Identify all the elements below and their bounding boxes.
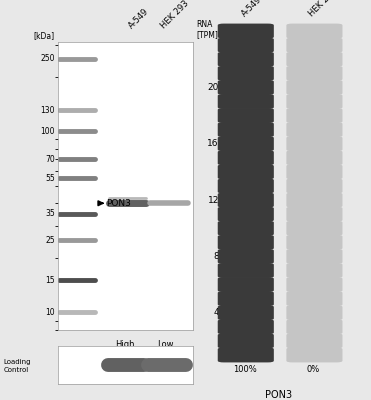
- FancyBboxPatch shape: [218, 108, 274, 123]
- Text: 250: 250: [40, 54, 55, 64]
- Text: 12: 12: [207, 196, 219, 204]
- Text: Loading
Control: Loading Control: [4, 359, 31, 373]
- FancyBboxPatch shape: [286, 94, 342, 109]
- FancyBboxPatch shape: [286, 207, 342, 222]
- Text: PON3: PON3: [106, 199, 131, 208]
- FancyBboxPatch shape: [218, 207, 274, 222]
- FancyBboxPatch shape: [218, 249, 274, 264]
- FancyBboxPatch shape: [218, 348, 274, 362]
- FancyBboxPatch shape: [218, 80, 274, 95]
- FancyBboxPatch shape: [286, 334, 342, 348]
- FancyBboxPatch shape: [286, 136, 342, 151]
- FancyBboxPatch shape: [218, 221, 274, 236]
- Text: 130: 130: [40, 106, 55, 115]
- Text: 4: 4: [213, 308, 219, 317]
- Text: PON3: PON3: [265, 390, 293, 400]
- FancyBboxPatch shape: [218, 235, 274, 250]
- FancyBboxPatch shape: [218, 24, 274, 38]
- FancyBboxPatch shape: [286, 192, 342, 208]
- FancyBboxPatch shape: [218, 136, 274, 151]
- FancyBboxPatch shape: [218, 94, 274, 109]
- FancyBboxPatch shape: [286, 164, 342, 179]
- FancyBboxPatch shape: [286, 66, 342, 81]
- Text: 70: 70: [45, 155, 55, 164]
- Text: 15: 15: [45, 276, 55, 285]
- FancyBboxPatch shape: [218, 192, 274, 208]
- FancyBboxPatch shape: [286, 38, 342, 52]
- FancyBboxPatch shape: [286, 319, 342, 334]
- FancyBboxPatch shape: [286, 305, 342, 320]
- Text: 55: 55: [45, 174, 55, 183]
- FancyBboxPatch shape: [218, 52, 274, 67]
- FancyBboxPatch shape: [286, 24, 342, 38]
- Text: 35: 35: [45, 209, 55, 218]
- Text: 0%: 0%: [307, 365, 320, 374]
- FancyBboxPatch shape: [286, 122, 342, 137]
- FancyBboxPatch shape: [218, 319, 274, 334]
- FancyBboxPatch shape: [218, 66, 274, 81]
- FancyBboxPatch shape: [286, 291, 342, 306]
- Text: High: High: [115, 340, 135, 349]
- Text: RNA
[TPM]: RNA [TPM]: [196, 20, 218, 39]
- FancyBboxPatch shape: [286, 178, 342, 194]
- FancyBboxPatch shape: [286, 277, 342, 292]
- FancyBboxPatch shape: [218, 305, 274, 320]
- FancyBboxPatch shape: [286, 221, 342, 236]
- Text: 10: 10: [45, 308, 55, 317]
- FancyBboxPatch shape: [286, 108, 342, 123]
- FancyBboxPatch shape: [286, 348, 342, 362]
- Text: 20: 20: [207, 83, 219, 92]
- Text: 100: 100: [40, 126, 55, 136]
- Text: Low: Low: [158, 340, 174, 349]
- Text: HEK 293: HEK 293: [159, 0, 191, 30]
- Text: [kDa]: [kDa]: [34, 32, 55, 40]
- FancyBboxPatch shape: [218, 38, 274, 52]
- FancyBboxPatch shape: [286, 249, 342, 264]
- FancyBboxPatch shape: [218, 150, 274, 165]
- FancyBboxPatch shape: [286, 80, 342, 95]
- FancyBboxPatch shape: [218, 334, 274, 348]
- FancyBboxPatch shape: [218, 277, 274, 292]
- Text: A-549: A-549: [240, 0, 264, 18]
- FancyBboxPatch shape: [286, 235, 342, 250]
- FancyBboxPatch shape: [286, 52, 342, 67]
- Text: 25: 25: [45, 236, 55, 245]
- FancyBboxPatch shape: [218, 164, 274, 179]
- Text: HEK 293: HEK 293: [307, 0, 339, 18]
- FancyBboxPatch shape: [218, 263, 274, 278]
- FancyBboxPatch shape: [218, 291, 274, 306]
- Text: 100%: 100%: [233, 365, 257, 374]
- FancyBboxPatch shape: [286, 150, 342, 165]
- Text: 8: 8: [213, 252, 219, 261]
- FancyBboxPatch shape: [218, 122, 274, 137]
- Text: A-549: A-549: [127, 7, 150, 30]
- Text: 16: 16: [207, 139, 219, 148]
- FancyBboxPatch shape: [286, 263, 342, 278]
- FancyBboxPatch shape: [218, 178, 274, 194]
